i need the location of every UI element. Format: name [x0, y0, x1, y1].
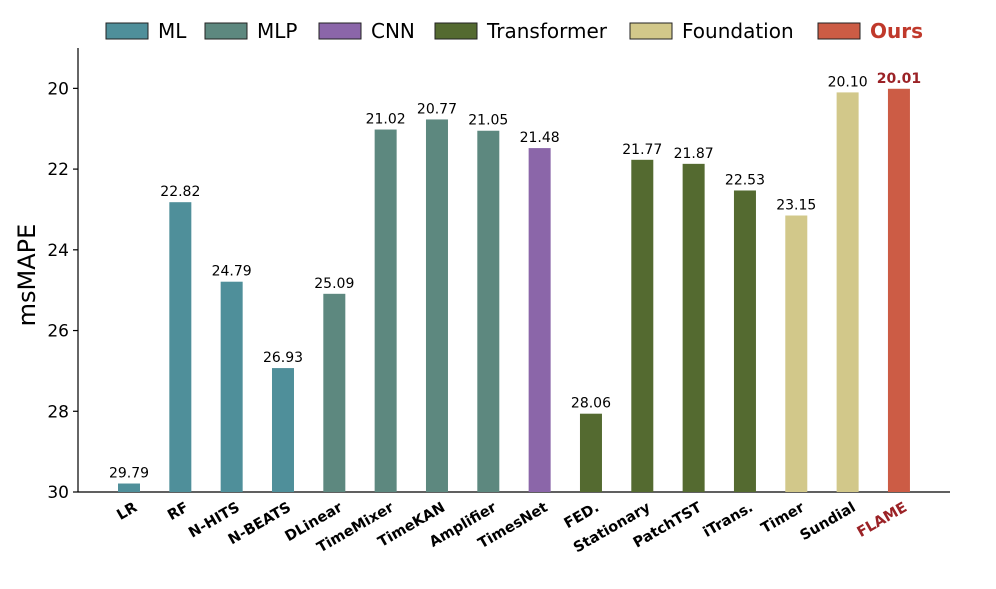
bar-n-beats — [271, 368, 294, 492]
legend-label: Transformer — [486, 19, 608, 43]
y-tick-label: 20 — [47, 79, 69, 99]
bar-amplifier — [477, 130, 500, 492]
legend-swatch — [105, 22, 149, 40]
legend-swatch — [204, 22, 248, 40]
value-label-flame: 20.01 — [877, 71, 921, 87]
y-ticks: 20 22 24 26 28 30 — [47, 79, 78, 503]
legend-label: Ours — [870, 19, 923, 43]
x-tick-label-lr: LR — [114, 500, 140, 524]
bar-stationary — [631, 159, 654, 493]
value-label-patchtst: 21.87 — [674, 146, 714, 162]
x-tick-label-flame: FLAME — [855, 500, 910, 541]
legend-label: ML — [158, 19, 187, 43]
legend-label: CNN — [371, 19, 415, 43]
value-label-dlinear: 25.09 — [314, 276, 354, 292]
bars — [118, 88, 910, 493]
x-tick-label-itrans: iTrans. — [701, 500, 756, 541]
bar-timesnet — [528, 148, 551, 493]
bar-dlinear — [323, 293, 346, 492]
bar-flame — [887, 88, 910, 492]
value-label-n-hits: 24.79 — [212, 264, 252, 280]
y-tick-label: 28 — [47, 402, 69, 422]
legend-swatch — [629, 22, 673, 40]
bar-n-hits — [220, 281, 243, 492]
legend: ML MLP CNN Transformer Foundation Ours — [105, 19, 923, 43]
y-tick-label: 24 — [47, 241, 69, 261]
legend-label: Foundation — [682, 19, 794, 43]
value-label-sundial: 20.10 — [828, 74, 868, 90]
value-label-timekan: 20.77 — [417, 101, 457, 117]
legend-item-foundation: Foundation — [629, 19, 794, 43]
legend-item-ours: Ours — [817, 19, 923, 43]
legend-item-ml: ML — [105, 19, 187, 43]
value-label-amplifier: 21.05 — [468, 113, 508, 129]
y-tick-label: 22 — [47, 160, 69, 180]
y-axis-label: msMAPE — [13, 224, 41, 327]
legend-item-transformer: Transformer — [434, 19, 608, 43]
legend-swatch — [434, 22, 478, 40]
bar-fed — [579, 413, 602, 492]
y-tick-label: 30 — [47, 483, 69, 503]
bar-sundial — [836, 92, 859, 493]
legend-swatch — [817, 22, 861, 40]
bar-timer — [785, 215, 808, 492]
value-labels: 29.79 22.82 24.79 26.93 25.09 21.02 20.77 21.05… — [109, 71, 921, 482]
bar-patchtst — [682, 163, 705, 493]
x-tick-label-rf: RF — [165, 500, 191, 524]
value-label-timer: 23.15 — [776, 198, 816, 214]
value-label-itrans: 22.53 — [725, 172, 765, 188]
legend-swatch — [318, 22, 362, 40]
legend-label: MLP — [257, 19, 297, 43]
value-label-fed: 28.06 — [571, 396, 611, 412]
bar-timemixer — [374, 129, 397, 492]
bar-itrans — [733, 190, 756, 492]
x-tick-label-sundial: Sundial — [798, 500, 859, 544]
value-label-rf: 22.82 — [160, 184, 200, 200]
value-label-lr: 29.79 — [109, 466, 149, 482]
value-label-stationary: 21.77 — [622, 142, 662, 158]
bar-rf — [169, 202, 192, 492]
bar-lr — [118, 483, 140, 492]
bar-timekan — [425, 119, 448, 492]
category-labels: LR RFN-HITSN-BEATSDLinearTimeMixerTimeKAN… — [114, 499, 910, 556]
value-label-n-beats: 26.93 — [263, 350, 303, 366]
legend-item-cnn: CNN — [318, 19, 415, 43]
value-label-timesnet: 21.48 — [520, 130, 560, 146]
y-tick-label: 26 — [47, 322, 69, 342]
value-label-timemixer: 21.02 — [366, 112, 406, 128]
legend-item-mlp: MLP — [204, 19, 297, 43]
